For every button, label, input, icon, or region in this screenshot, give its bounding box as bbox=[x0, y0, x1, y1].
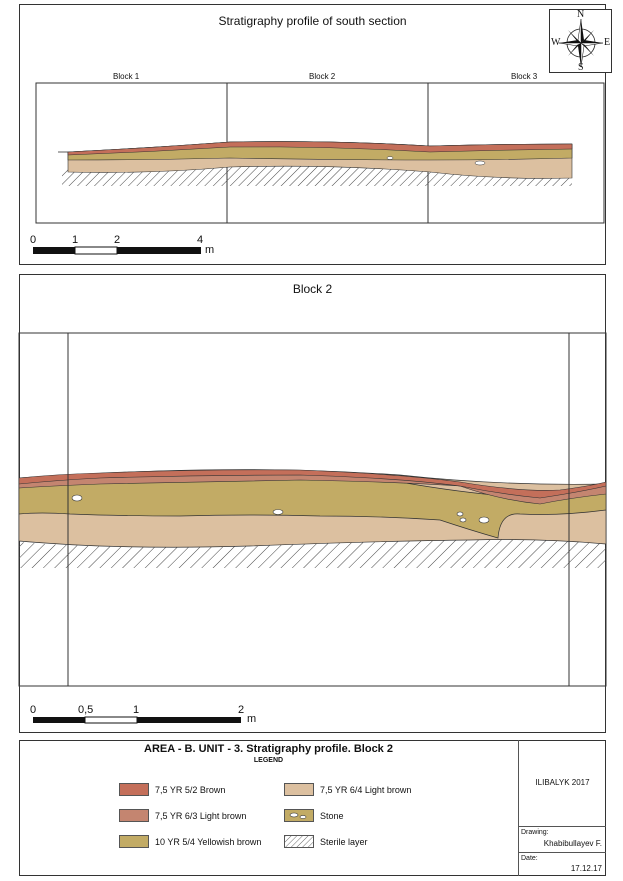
block-1-label: Block 1 bbox=[113, 72, 140, 81]
stone-icon bbox=[289, 812, 307, 819]
stone-icon bbox=[456, 511, 464, 517]
stone-icon bbox=[272, 509, 284, 515]
hatch-icon bbox=[285, 836, 313, 847]
legend-title: AREA - B. UNIT - 3. Stratigraphy profile… bbox=[144, 743, 393, 755]
legend-subtitle: LEGEND bbox=[253, 757, 284, 764]
legend-swatch-light-brown-64 bbox=[284, 783, 314, 796]
legend-swatch-brown bbox=[119, 783, 149, 796]
compass-south-label: S bbox=[578, 62, 584, 73]
compass-west-label: W bbox=[551, 37, 561, 48]
site-name: ILIBALYK 2017 bbox=[535, 778, 590, 787]
south-section-panel bbox=[19, 4, 606, 265]
legend-swatch-stone bbox=[284, 809, 314, 822]
legend-label-brown: 7,5 YR 5/2 Brown bbox=[155, 785, 226, 795]
south-section-title: Stratigraphy profile of south section bbox=[218, 14, 407, 28]
legend-swatch-yellowish-brown bbox=[119, 835, 149, 848]
legend-label-light-brown-64: 7,5 YR 6/4 Light brown bbox=[320, 785, 412, 795]
compass-star-icon bbox=[558, 18, 604, 68]
scale2-tick-0-5: 0,5 bbox=[78, 704, 94, 716]
legend-label-stone: Stone bbox=[320, 811, 344, 821]
drawing-label: Drawing: bbox=[521, 829, 549, 836]
compass-east-label: E bbox=[604, 37, 611, 48]
compass-north-label: N bbox=[577, 9, 585, 20]
legend-label-yellowish-brown: 10 YR 5/4 Yellowish brown bbox=[155, 837, 262, 847]
scale2-tick-1: 1 bbox=[133, 704, 140, 716]
scale2-tick-2: 2 bbox=[238, 704, 245, 716]
stone-icon bbox=[459, 517, 467, 523]
scale1-tick-1: 1 bbox=[72, 234, 79, 246]
scale1-tick-0: 0 bbox=[30, 234, 37, 246]
block-3-label: Block 3 bbox=[511, 72, 538, 81]
scale-segment bbox=[84, 716, 138, 724]
scale2-tick-0: 0 bbox=[30, 704, 37, 716]
scale1-tick-4: 4 bbox=[197, 234, 204, 246]
scale2-unit: m bbox=[247, 713, 257, 725]
legend-swatch-sterile bbox=[284, 835, 314, 848]
legend-label-light-brown-63: 7,5 YR 6/3 Light brown bbox=[155, 811, 247, 821]
block-2-label: Block 2 bbox=[309, 72, 336, 81]
legend-label-sterile: Sterile layer bbox=[320, 837, 368, 847]
scale-segment bbox=[117, 247, 201, 254]
stone-icon bbox=[478, 516, 490, 524]
legend-swatch-light-brown-63 bbox=[119, 809, 149, 822]
scale-segment bbox=[33, 247, 75, 254]
scale1-tick-2: 2 bbox=[114, 234, 121, 246]
scale-segment bbox=[137, 717, 241, 723]
date-label: Date: bbox=[521, 855, 538, 862]
date-value: 17.12.17 bbox=[570, 864, 602, 873]
overview-frame bbox=[35, 82, 605, 224]
scale1-unit: m bbox=[205, 244, 215, 256]
legend-panel bbox=[19, 740, 606, 876]
scale-segment bbox=[33, 717, 85, 723]
block2-title: Block 2 bbox=[292, 282, 333, 296]
compass-rose: N S W E bbox=[549, 9, 612, 73]
drawing-author: Khabibullayev F. bbox=[543, 839, 602, 848]
stone-icon bbox=[71, 494, 83, 502]
